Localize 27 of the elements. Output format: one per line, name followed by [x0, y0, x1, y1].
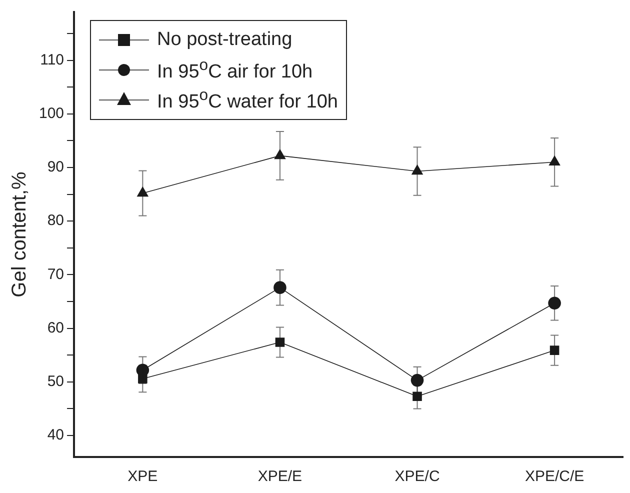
point: [548, 156, 560, 166]
x-tick-label: XPE: [128, 468, 158, 486]
y-tick-label: 110: [40, 51, 64, 68]
y-tick-label: 100: [38, 105, 64, 122]
legend-label: No post-treating: [157, 29, 292, 51]
point: [410, 374, 424, 387]
point: [138, 374, 148, 384]
y-tick-label: 80: [47, 212, 64, 230]
point: [137, 186, 148, 197]
y-tick-label: 40: [47, 426, 64, 444]
point: [412, 392, 422, 402]
legend-label: In 95$^{o}$C air for 10h: [157, 56, 313, 84]
y-tick-label: 70: [47, 266, 64, 283]
y-axis-title: Gel content,%: [8, 171, 31, 298]
y-tick-label: 90: [47, 158, 64, 176]
x-tick-label: XPE/C: [394, 468, 440, 486]
legend-label: In 95$^{o}$C water for 10h: [157, 86, 338, 114]
point: [274, 149, 286, 160]
point: [412, 164, 423, 175]
y-tick-label: 60: [47, 319, 64, 336]
point: [274, 281, 286, 294]
x-tick-label: XPE/E: [258, 468, 302, 486]
point: [275, 338, 285, 347]
point: [548, 296, 561, 310]
x-tick-label: XPE/C/E: [524, 468, 584, 486]
y-tick-label: 50: [47, 373, 64, 390]
point: [550, 346, 560, 355]
